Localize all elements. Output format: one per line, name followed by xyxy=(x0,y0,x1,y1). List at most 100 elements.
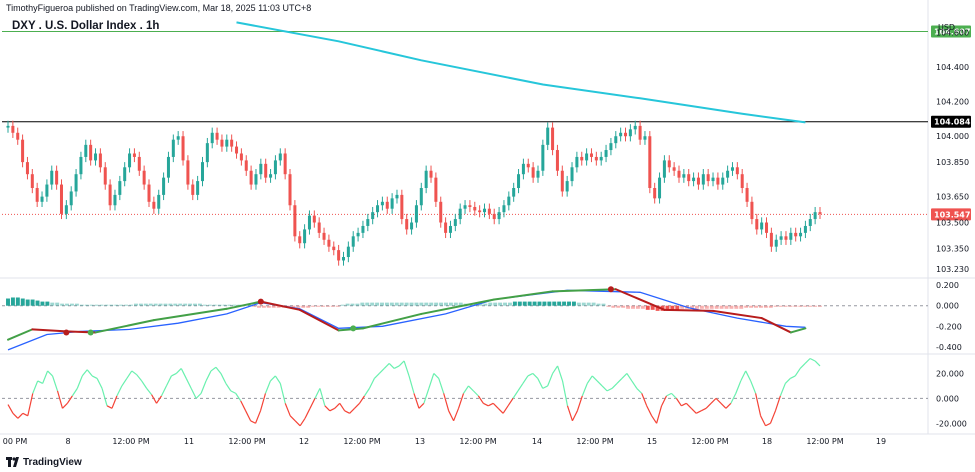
oscillator-segment xyxy=(794,368,801,377)
macd-histogram-bar xyxy=(567,301,571,306)
oscillator-segment xyxy=(81,369,88,377)
macd-histogram-bar xyxy=(104,304,109,306)
candle-body xyxy=(98,153,102,168)
oscillator-segment xyxy=(814,360,821,367)
candle-body xyxy=(696,177,700,185)
candle-body xyxy=(128,153,132,168)
oscillator-segment xyxy=(304,408,311,419)
candle-body xyxy=(521,163,525,175)
oscillator-segment xyxy=(760,415,767,427)
candle-body xyxy=(662,160,666,178)
candle-body xyxy=(283,153,287,175)
oscillator-segment xyxy=(47,370,53,377)
tradingview-brand[interactable]: TradingView xyxy=(6,457,82,468)
candle-body xyxy=(307,215,311,230)
price-tick-label: 103.850 xyxy=(936,158,969,167)
candle-body xyxy=(765,222,769,233)
x-tick-label: 19 xyxy=(876,437,886,446)
oscillator-segment xyxy=(675,398,682,407)
signal-line-segment xyxy=(420,298,496,315)
macd-histogram-bar xyxy=(276,305,281,308)
candle-body xyxy=(526,163,530,168)
macd-histogram-bar xyxy=(778,305,783,307)
x-tick-label: 8 xyxy=(65,437,70,446)
candle-body xyxy=(103,167,107,185)
oscillator-segment xyxy=(289,415,296,422)
oscillator-segment xyxy=(561,380,569,406)
oscillator-segment xyxy=(393,365,400,369)
macd-tick-label: -0.400 xyxy=(936,343,962,352)
macd-histogram-bar xyxy=(483,303,488,306)
candle-body xyxy=(288,174,292,206)
macd-histogram-bar xyxy=(84,304,89,306)
macd-histogram-bar xyxy=(581,302,586,306)
macd-histogram-bar xyxy=(631,305,635,309)
oscillator-segment xyxy=(547,373,554,387)
macd-histogram-bar xyxy=(611,305,616,308)
macd-histogram-bar xyxy=(547,301,552,306)
oscillator-segment xyxy=(537,378,544,389)
macd-histogram-bar xyxy=(271,305,276,308)
oscillator-segment xyxy=(171,372,177,377)
candle-body xyxy=(789,232,793,240)
oscillator-segment xyxy=(111,395,118,409)
candle-body xyxy=(356,232,360,237)
candle-body xyxy=(419,188,423,206)
macd-histogram-bar xyxy=(394,302,399,306)
oscillator-pane[interactable] xyxy=(2,357,928,427)
oscillator-segment xyxy=(71,388,78,397)
candle-body xyxy=(487,208,491,214)
oscillator-segment xyxy=(641,393,648,407)
oscillator-segment xyxy=(314,388,321,399)
macd-histogram-bar xyxy=(665,305,670,311)
price-tick-label: 104.400 xyxy=(936,63,969,72)
level-price-tag xyxy=(931,25,971,38)
signal-line-segment xyxy=(789,327,807,334)
oscillator-segment xyxy=(250,420,256,424)
candle-body xyxy=(196,181,200,195)
oscillator-segment xyxy=(715,397,722,404)
macd-histogram-bar xyxy=(503,302,508,306)
oscillator-segment xyxy=(666,392,672,397)
signal-line-segment xyxy=(712,309,763,320)
macd-histogram-bar xyxy=(320,305,325,307)
macd-histogram-bar xyxy=(670,305,675,310)
axes: 00 PM 8 12:00 PM 11 12:00 PM 12 12:00 PM 13 12:0… xyxy=(3,23,969,446)
currency-label: USD xyxy=(938,23,955,32)
oscillator-segment xyxy=(175,368,182,374)
x-tick-label: 12:00 PM xyxy=(691,437,728,446)
x-tick-label: 12:00 PM xyxy=(459,437,496,446)
oscillator-tick-label: 20.000 xyxy=(936,369,964,378)
oscillator-segment xyxy=(611,382,618,389)
oscillator-segment xyxy=(146,388,153,395)
symbol-title[interactable]: DXY . U.S. Dollar Index . 1h xyxy=(12,20,160,32)
macd-histogram-bar xyxy=(783,305,788,307)
signal-line-segment xyxy=(225,300,262,310)
macd-histogram-bar xyxy=(94,304,99,306)
macd-histogram-bar xyxy=(596,303,601,306)
price-tick-label: 104.000 xyxy=(936,132,969,141)
oscillator-segment xyxy=(62,402,68,409)
oscillator-segment xyxy=(695,410,702,414)
oscillator-segment xyxy=(200,380,207,394)
oscillator-segment xyxy=(745,370,752,382)
signal-line-segment xyxy=(259,300,301,311)
macd-histogram-bar xyxy=(655,305,660,311)
oscillator-segment xyxy=(433,373,440,379)
oscillator-segment xyxy=(557,365,564,382)
candle-body xyxy=(205,143,209,163)
oscillator-segment xyxy=(101,388,108,406)
macd-pane[interactable] xyxy=(2,286,928,351)
price-pane[interactable]: 104.607 104.084 103.547 xyxy=(2,21,971,266)
candle-body xyxy=(551,127,555,151)
oscillator-segment xyxy=(190,388,197,399)
oscillator-segment xyxy=(309,398,316,409)
oscillator-segment xyxy=(373,373,380,379)
macd-histogram-bar xyxy=(178,303,183,306)
candle-body xyxy=(225,139,229,147)
macd-histogram-bar xyxy=(35,300,40,306)
candle-body xyxy=(30,174,34,188)
cross-marker xyxy=(63,329,70,336)
macd-histogram-bar xyxy=(74,303,79,306)
candle-body xyxy=(21,139,25,163)
